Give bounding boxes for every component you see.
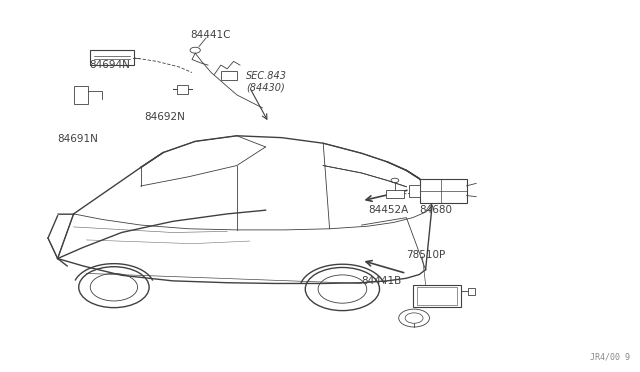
Text: 78510P: 78510P bbox=[406, 250, 445, 260]
Text: 84691N: 84691N bbox=[58, 135, 99, 144]
Bar bbox=[417, 287, 457, 305]
Text: 84694N: 84694N bbox=[90, 60, 131, 70]
Text: 84441C: 84441C bbox=[191, 31, 231, 40]
Text: JR4/00 9: JR4/00 9 bbox=[590, 353, 630, 362]
Text: 84692N: 84692N bbox=[144, 112, 185, 122]
Text: 84452A: 84452A bbox=[368, 205, 408, 215]
Text: 84680: 84680 bbox=[419, 205, 452, 215]
Bar bbox=[221, 71, 237, 80]
Bar bbox=[413, 285, 461, 307]
Bar bbox=[409, 185, 420, 197]
FancyBboxPatch shape bbox=[90, 50, 134, 65]
Bar bbox=[177, 85, 188, 94]
Bar bbox=[468, 288, 475, 295]
Text: SEC.843
(84430): SEC.843 (84430) bbox=[246, 71, 287, 93]
Bar bbox=[386, 190, 404, 198]
Bar bbox=[420, 179, 467, 203]
Bar bbox=[74, 86, 88, 104]
Text: 84441B: 84441B bbox=[362, 276, 402, 286]
